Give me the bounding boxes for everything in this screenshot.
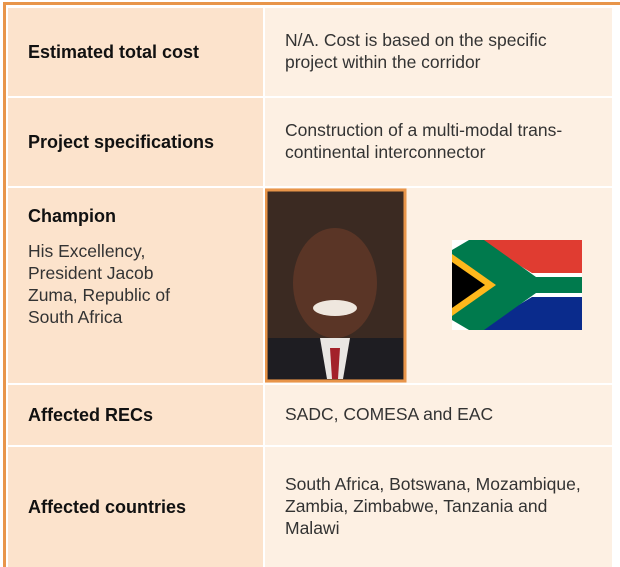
portrait-photo (266, 190, 405, 381)
row-label: Champion His Excellency, President Jacob… (8, 188, 263, 383)
description-text: His Excellency, President Jacob Zuma, Re… (28, 241, 203, 329)
row-value: SADC, COMESA and EAC (265, 385, 612, 445)
south-africa-flag (452, 240, 582, 330)
page: Estimated total cost N/A. Cost is based … (0, 0, 620, 567)
label-text: Project specifications (28, 132, 214, 153)
champion-images (265, 188, 612, 383)
label-text: Affected RECs (28, 405, 153, 426)
row-label: Project specifications (8, 98, 263, 186)
row-label: Affected countries (8, 447, 263, 567)
frame (3, 2, 6, 567)
value-text: N/A. Cost is based on the specific proje… (285, 30, 598, 74)
label-text: Estimated total cost (28, 42, 199, 63)
row-label: Affected RECs (8, 385, 263, 445)
row-value (265, 188, 612, 383)
row-label: Estimated total cost (8, 8, 263, 96)
row-value: N/A. Cost is based on the specific proje… (265, 8, 612, 96)
value-text: Construction of a multi-modal trans-cont… (285, 120, 598, 164)
frame (3, 2, 620, 5)
row-value: South Africa, Botswana, Mozambique, Zamb… (265, 447, 612, 567)
label-text: Affected countries (28, 497, 186, 518)
value-text: South Africa, Botswana, Mozambique, Zamb… (285, 474, 598, 540)
label-text: Champion (28, 206, 249, 227)
row-value: Construction of a multi-modal trans-cont… (265, 98, 612, 186)
value-text: SADC, COMESA and EAC (285, 404, 493, 426)
